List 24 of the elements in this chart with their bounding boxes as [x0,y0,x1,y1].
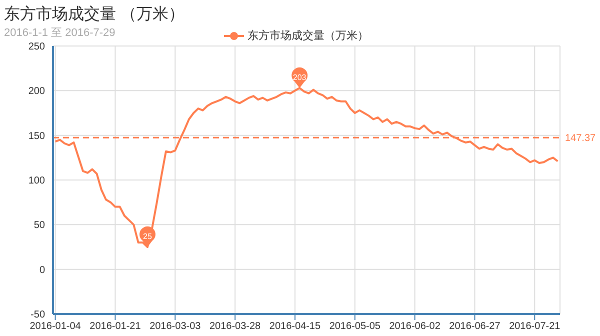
y-tick-label: 200 [28,86,46,98]
chart-title: 东方市场成交量 （万米） [4,4,184,25]
x-tick-label: 2016-05-05 [329,321,381,332]
y-tick-label: -50 [30,310,46,321]
map-pin: 203 [292,67,308,88]
map-pin: 25 [140,226,156,247]
x-tick-label: 2016-04-15 [269,321,321,332]
annotation: 25 [143,232,152,241]
x-tick-label: 2016-03-03 [150,321,202,332]
x-tick-label: 2016-03-28 [209,321,262,332]
y-tick-label: 0 [39,264,46,276]
x-tick-label: 2016-07-21 [509,321,561,332]
x-tick-label: 2016-06-27 [449,321,501,332]
annotation: 203 [292,72,307,82]
x-tick-label: 2016-01-21 [90,321,142,332]
y-tick-label: 50 [34,220,46,232]
chart-subtitle: 2016-1-1 至 2016-7-29 [4,26,116,40]
y-tick-label: 100 [28,176,46,187]
y-tick-label: 250 [28,42,46,53]
ref-line-label: 147.37 [565,133,596,144]
x-tick-label: 2016-06-02 [389,321,441,332]
legend-label: 东方市场成交量（万米） [248,28,368,43]
y-tick-label: 150 [28,130,46,142]
x-tick-label: 2016-01-04 [30,321,82,332]
